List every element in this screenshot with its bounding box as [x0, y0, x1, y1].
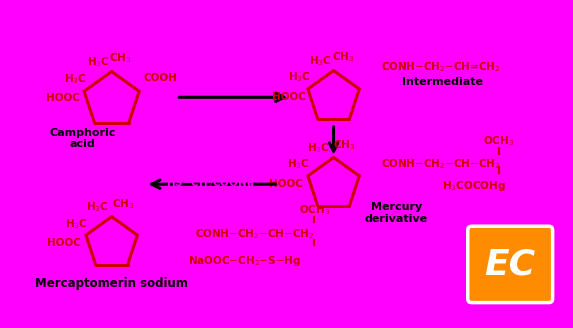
Text: Mercaptomerin sodium: Mercaptomerin sodium — [35, 277, 188, 290]
Text: NaOH: NaOH — [195, 193, 231, 203]
Text: CH$_3$: CH$_3$ — [333, 138, 355, 152]
Text: HOOC: HOOC — [272, 92, 306, 102]
Text: Hg(CH$_3$COO)$_2$: Hg(CH$_3$COO)$_2$ — [356, 127, 434, 141]
Text: CH$_3$: CH$_3$ — [332, 50, 355, 64]
Text: H$_3$C: H$_3$C — [286, 157, 309, 171]
Text: NaCl: NaCl — [199, 164, 227, 174]
Text: H$_3$C: H$_3$C — [86, 200, 108, 214]
Text: H$_3$C: H$_3$C — [64, 72, 87, 86]
Text: CONH$-$CH$_2$$-$CH$-$CH$_2$: CONH$-$CH$_2$$-$CH$-$CH$_2$ — [195, 227, 314, 241]
Text: CH$_3$: CH$_3$ — [109, 51, 132, 65]
Text: OCH$_3$: OCH$_3$ — [299, 203, 330, 217]
Text: COOH: COOH — [144, 73, 178, 83]
Text: MeOH: MeOH — [360, 142, 398, 152]
Text: H$_3$C: H$_3$C — [307, 141, 329, 155]
Text: EC: EC — [485, 247, 536, 281]
Text: HOOC: HOOC — [46, 93, 80, 103]
Text: H$_3$C: H$_3$C — [288, 70, 311, 84]
Text: HS$-$CH$_2$COONa: HS$-$CH$_2$COONa — [166, 176, 254, 190]
Text: NH$_3$: NH$_3$ — [221, 77, 246, 91]
Text: NaOOC$-$CH$_2$$-$S$-$Hg: NaOOC$-$CH$_2$$-$S$-$Hg — [189, 254, 301, 268]
Text: Intermediate: Intermediate — [402, 77, 483, 87]
FancyBboxPatch shape — [468, 226, 552, 303]
Text: H$_3$C: H$_3$C — [87, 55, 109, 69]
Text: H$_3$C: H$_3$C — [65, 217, 87, 231]
Text: Camphoric: Camphoric — [49, 128, 116, 138]
Text: derivative: derivative — [365, 214, 428, 224]
Text: H$_3$C: H$_3$C — [309, 54, 331, 68]
Text: H$_3$COCOHg: H$_3$COCOHg — [442, 179, 505, 193]
Text: acid: acid — [70, 139, 96, 149]
Text: HOOC: HOOC — [269, 179, 303, 189]
Text: Mercury: Mercury — [371, 202, 422, 212]
Text: CH$_3$: CH$_3$ — [112, 197, 135, 211]
Text: H$_2$C=CH$-$CH$_2$$-$NCO: H$_2$C=CH$-$CH$_2$$-$NCO — [178, 105, 289, 118]
Text: CONH$-$CH$_2$$-$CH=CH$_2$: CONH$-$CH$_2$$-$CH=CH$_2$ — [381, 60, 500, 73]
Text: CONH$-$CH$_2$$-$CH$-$CH$_2$: CONH$-$CH$_2$$-$CH$-$CH$_2$ — [381, 157, 500, 171]
Text: HOOC: HOOC — [48, 238, 81, 248]
Text: OCH$_3$: OCH$_3$ — [483, 134, 514, 148]
